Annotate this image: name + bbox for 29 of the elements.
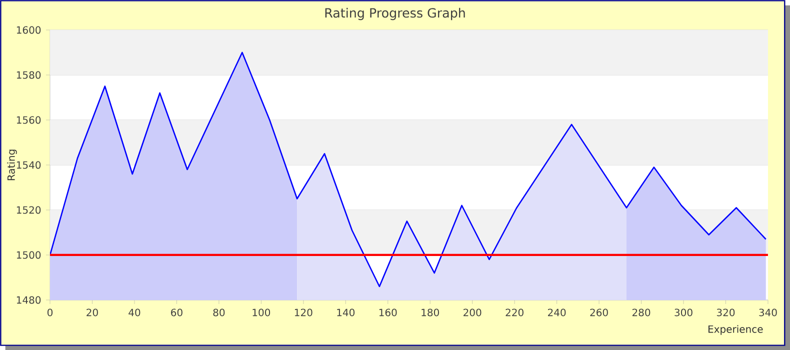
x-tick-label: 80 [213,308,225,316]
x-tick-label: 60 [171,308,182,316]
x-tick-label: 160 [379,308,397,316]
x-tick-label: 280 [632,308,650,316]
x-tick-label: 240 [548,308,566,316]
y-axis-title: Rating [7,150,17,180]
y-tick-label: 1580 [16,71,41,79]
x-tick-label: 20 [86,308,98,316]
x-axis-title: Experience [708,325,763,335]
x-tick-label: 100 [252,308,270,316]
y-tick-label: 1520 [16,206,41,214]
x-tick-label: 340 [759,308,777,316]
y-tick-label: 1540 [16,161,41,169]
x-tick-label: 220 [506,308,524,316]
y-tick-label: 1560 [16,116,41,124]
x-tick-label: 300 [674,308,692,316]
x-tick-label: 180 [422,308,439,316]
y-tick-label: 1500 [16,251,41,259]
x-tick-label: 0 [48,308,53,316]
x-tick-label: 200 [464,308,482,316]
chart-title: Rating Progress Graph [325,8,465,20]
y-tick-label: 1480 [16,296,41,304]
x-tick-label: 320 [716,308,735,316]
line-series [50,52,767,288]
x-tick-label: 40 [128,308,140,316]
x-tick-label: 140 [337,308,355,316]
y-tick-label: 1600 [16,26,41,34]
x-tick-label: 260 [590,308,608,316]
x-tick-label: 120 [294,308,312,316]
